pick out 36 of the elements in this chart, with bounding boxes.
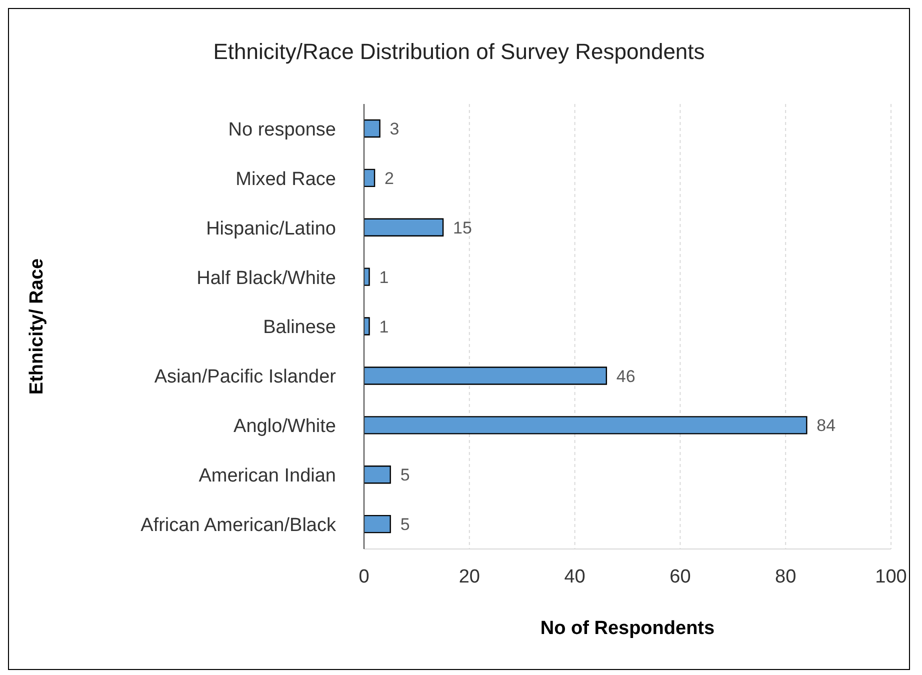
x-tick-label: 100 bbox=[875, 566, 907, 588]
data-label: 3 bbox=[390, 120, 400, 139]
bar bbox=[364, 268, 370, 286]
bar bbox=[364, 366, 608, 385]
x-tick-label: 40 bbox=[564, 566, 586, 588]
bar bbox=[364, 416, 808, 434]
bar bbox=[364, 514, 391, 534]
data-label: 5 bbox=[400, 515, 410, 534]
data-label: 2 bbox=[384, 168, 394, 188]
data-label: 84 bbox=[816, 416, 836, 436]
bar bbox=[364, 466, 391, 484]
x-axis-title: No of Respondents bbox=[540, 618, 715, 639]
bar bbox=[364, 317, 370, 336]
y-tick-label: Anglo/White bbox=[234, 416, 336, 438]
x-tick-label: 0 bbox=[358, 566, 370, 588]
y-tick-label: Hispanic/Latino bbox=[206, 218, 336, 240]
data-label: 15 bbox=[453, 218, 472, 238]
x-tick-label: 20 bbox=[458, 566, 480, 588]
data-label: 5 bbox=[400, 466, 410, 485]
data-label: 46 bbox=[616, 366, 636, 386]
y-tick-label: Asian/Pacific Islander bbox=[154, 366, 337, 388]
y-tick-label: Half Black/White bbox=[196, 268, 336, 289]
y-tick-label: No response bbox=[228, 119, 336, 140]
chart-title: Ethnicity/Race Distribution of Survey Respondents bbox=[212, 39, 706, 65]
y-tick-label: Balinese bbox=[263, 317, 336, 338]
y-tick-label: African American/Black bbox=[140, 515, 336, 536]
x-tick-label: 80 bbox=[775, 566, 796, 588]
data-label: 1 bbox=[379, 317, 389, 336]
bar bbox=[364, 119, 380, 138]
x-tick-label: 60 bbox=[670, 566, 691, 588]
data-label: 1 bbox=[379, 268, 389, 287]
y-tick-label: American Indian bbox=[198, 466, 336, 487]
y-axis-title: Ethnicity/ Race bbox=[26, 258, 48, 395]
bar bbox=[364, 168, 376, 188]
y-tick-label: Mixed Race bbox=[236, 168, 336, 190]
bar bbox=[364, 218, 444, 236]
